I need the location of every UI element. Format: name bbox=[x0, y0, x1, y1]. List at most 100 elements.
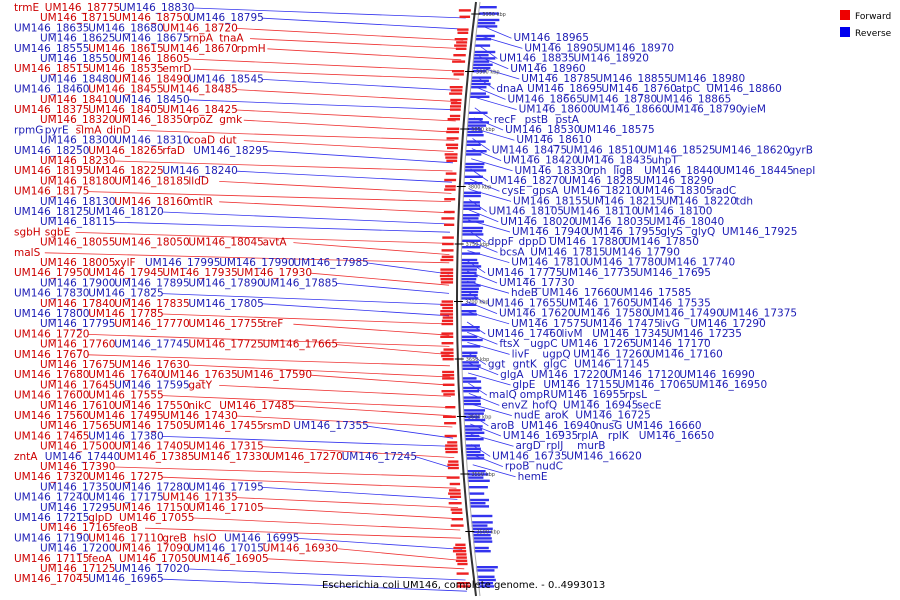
genome-caption: Escherichia coli UM146, complete genome.… bbox=[322, 580, 605, 591]
forward-feature bbox=[455, 47, 467, 50]
forward-feature bbox=[441, 217, 455, 220]
gene-label-right: UM146_18855 bbox=[596, 73, 671, 85]
reverse-feature bbox=[470, 86, 487, 89]
gene-label-right: UM146_18040 bbox=[649, 216, 724, 228]
forward-feature bbox=[442, 316, 454, 319]
gene-label-left: zntA bbox=[14, 451, 38, 463]
gene-label-left: UM146_17565 bbox=[40, 420, 115, 432]
gene-label-left: coaD bbox=[188, 135, 215, 147]
gene-label-left: malS bbox=[14, 247, 41, 259]
gene-label-right: UM146_18665 bbox=[507, 93, 582, 105]
forward-feature bbox=[441, 322, 454, 326]
gene-label-right: UM146_17695 bbox=[636, 267, 711, 279]
gene-label-left: UM146_17795 bbox=[40, 318, 115, 330]
tick-label: 3800 kbp bbox=[468, 185, 492, 191]
gene-label-right: UM146_18980 bbox=[670, 73, 745, 85]
gene-label-right: UM146_18965 bbox=[513, 32, 588, 44]
connector-line bbox=[162, 476, 457, 489]
gene-label-right: UM146_17375 bbox=[722, 308, 797, 320]
connector-line bbox=[114, 221, 450, 233]
gene-label-left: pyrE bbox=[45, 124, 69, 136]
gene-label-left: UM146_17560 bbox=[14, 410, 89, 422]
gene-label-left: rsmD bbox=[263, 420, 291, 432]
gene-label-right: UM146_17220 bbox=[531, 369, 606, 381]
reverse-feature bbox=[466, 140, 486, 143]
connector-line bbox=[262, 79, 459, 91]
gene-label-right: dnaA bbox=[496, 83, 524, 95]
gene-label-left: feoA bbox=[88, 553, 113, 565]
reverse-feature bbox=[465, 450, 481, 454]
reverse-feature bbox=[473, 540, 493, 543]
forward-feature bbox=[445, 172, 457, 175]
reverse-feature bbox=[473, 546, 489, 550]
forward-feature bbox=[445, 143, 459, 146]
connector-line bbox=[162, 293, 450, 305]
gene-label-left: avtA bbox=[263, 237, 288, 249]
forward-feature bbox=[446, 159, 458, 162]
forward-feature bbox=[444, 422, 457, 425]
gene-label-right: uhpT bbox=[652, 155, 679, 167]
gene-label-left: UM146_16905 bbox=[193, 553, 268, 565]
gene-label-left: UM146_17455 bbox=[188, 420, 263, 432]
gene-label-right: UM146_18035 bbox=[574, 216, 649, 228]
connector-line bbox=[475, 97, 517, 110]
forward-feature bbox=[442, 358, 454, 361]
connector-line bbox=[236, 28, 464, 41]
reverse-feature bbox=[466, 134, 484, 137]
gene-label-right: UM146_16650 bbox=[639, 430, 714, 442]
forward-feature bbox=[440, 278, 454, 281]
forward-feature bbox=[454, 38, 468, 41]
forward-feature bbox=[446, 137, 459, 140]
reverse-feature bbox=[461, 265, 482, 268]
gene-label-left: UM146_18550 bbox=[40, 53, 115, 65]
gene-label-right: UM146_17880 bbox=[549, 236, 624, 248]
gene-label-right: UM146_17655 bbox=[487, 297, 562, 309]
forward-feature bbox=[440, 258, 454, 262]
forward-feature bbox=[455, 543, 466, 546]
connector-line bbox=[467, 331, 498, 345]
reverse-feature bbox=[463, 194, 481, 198]
legend-forward-swatch bbox=[840, 10, 850, 20]
gene-label-left: UM146_17760 bbox=[40, 339, 115, 351]
reverse-feature bbox=[462, 390, 480, 393]
connector-line bbox=[162, 211, 451, 225]
gene-label-right: UM146_18785 bbox=[521, 73, 596, 85]
forward-feature bbox=[449, 92, 463, 95]
connector-line bbox=[468, 382, 488, 396]
gene-label-left: UM146_17245 bbox=[342, 451, 417, 463]
gene-label-left: UM146_17280 bbox=[114, 481, 189, 493]
forward-feature bbox=[442, 374, 455, 377]
gene-label-left: UM146_17175 bbox=[88, 492, 163, 504]
reverse-feature bbox=[464, 431, 485, 434]
forward-feature bbox=[442, 236, 454, 239]
gene-label-right: UM146_17580 bbox=[573, 308, 648, 320]
gene-label-right: UM146_16955 bbox=[551, 389, 626, 401]
gene-label-left: UM146_18450 bbox=[114, 94, 189, 106]
reverse-feature bbox=[461, 303, 477, 306]
gene-label-left: UM146_18635 bbox=[14, 22, 89, 34]
tick-label: 3550 kbp bbox=[471, 472, 495, 478]
gene-label-left: UM146_18295 bbox=[193, 145, 268, 157]
connector-line bbox=[144, 527, 461, 539]
gene-label-right: UM146_18435 bbox=[577, 155, 652, 167]
gene-label-left: UM146_18830 bbox=[119, 2, 194, 14]
gene-label-left: UM146_17385 bbox=[119, 451, 194, 463]
gene-label-left: UM146_17930 bbox=[237, 267, 312, 279]
reverse-feature bbox=[477, 578, 496, 582]
reverse-feature bbox=[479, 6, 497, 9]
gene-label-left: UM146_17900 bbox=[40, 277, 115, 289]
gene-label-right: UM146_18860 bbox=[706, 83, 781, 95]
forward-feature bbox=[452, 60, 466, 63]
forward-feature bbox=[455, 553, 467, 556]
gene-label-left: UM146_17215 bbox=[14, 512, 89, 524]
gene-label-right: ggt bbox=[488, 359, 505, 371]
forward-feature bbox=[441, 319, 454, 322]
gene-label-right: livF bbox=[512, 348, 530, 360]
gene-label-left: UM146_18320 bbox=[40, 114, 115, 126]
gene-label-left: UM146_17110 bbox=[88, 532, 163, 544]
reverse-feature bbox=[472, 66, 491, 70]
forward-feature bbox=[442, 383, 455, 386]
gene-label-left: UM146_17555 bbox=[88, 390, 163, 402]
reverse-feature bbox=[461, 351, 478, 354]
reverse-feature bbox=[461, 252, 481, 255]
